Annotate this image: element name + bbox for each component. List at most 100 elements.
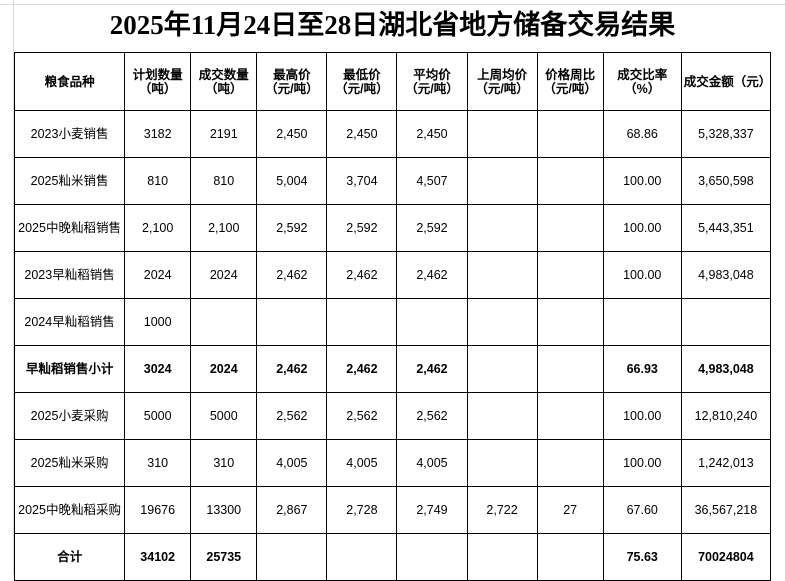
cell-lowest-price: 2,462 [326, 345, 398, 393]
cell-planned-qty: 19676 [124, 486, 192, 534]
table-header-row: 粮食品种 计划数量（吨） 成交数量（吨） 最高价（元/吨） 最低价（元/吨） 平… [13, 52, 772, 111]
column-header-highest-price: 最高价（元/吨） [256, 52, 328, 111]
cell-last-week-price: 2,722 [466, 486, 538, 534]
cell-last-week-price [466, 251, 538, 299]
cell-planned-qty: 2024 [124, 251, 192, 299]
cell-lowest-price [326, 298, 398, 346]
cell-price-change [536, 533, 604, 581]
cell-lowest-price [326, 533, 398, 581]
cell-lowest-price: 4,005 [326, 439, 398, 487]
column-header-grain-type: 粮食品种 [13, 52, 126, 111]
table-row: 2024早籼稻销售 1000 [13, 298, 772, 346]
cell-lowest-price: 2,562 [326, 392, 398, 440]
cell-last-week-price [466, 392, 538, 440]
cell-trade-ratio: 100.00 [602, 439, 682, 487]
cell-highest-price: 4,005 [256, 439, 328, 487]
cell-trade-amount: 36,567,218 [680, 486, 772, 534]
cell-trade-ratio: 100.00 [602, 251, 682, 299]
cell-trade-ratio: 100.00 [602, 392, 682, 440]
cell-lowest-price: 2,450 [326, 110, 398, 158]
cell-grain-type: 2025中晚籼稻销售 [13, 204, 126, 252]
column-header-planned-qty: 计划数量（吨） [124, 52, 192, 111]
cell-average-price: 4,507 [396, 157, 468, 205]
table-row: 2025籼米采购 310 310 4,005 4,005 4,005 100.00 1,242… [13, 439, 772, 487]
cell-traded-qty: 310 [190, 439, 258, 487]
table-row: 早籼稻销售小计 3024 2024 2,462 2,462 2,462 66.93 4,983… [13, 345, 772, 393]
table-row: 2025中晚籼稻销售 2,100 2,100 2,592 2,592 2,592 100.0… [13, 204, 772, 252]
cell-price-change: 27 [536, 486, 604, 534]
cell-price-change [536, 110, 604, 158]
cell-average-price: 2,592 [396, 204, 468, 252]
cell-average-price: 2,450 [396, 110, 468, 158]
cell-traded-qty: 2,100 [190, 204, 258, 252]
cell-average-price [396, 533, 468, 581]
cell-price-change [536, 204, 604, 252]
cell-trade-ratio: 100.00 [602, 204, 682, 252]
column-header-last-week-price: 上周均价（元/吨） [466, 52, 538, 111]
cell-price-change [536, 251, 604, 299]
cell-grain-type: 2025中晚籼稻采购 [13, 486, 126, 534]
column-header-average-price: 平均价（元/吨） [396, 52, 468, 111]
cell-trade-amount: 4,983,048 [680, 345, 772, 393]
cell-trade-ratio [602, 298, 682, 346]
cell-grain-type: 2023小麦销售 [13, 110, 126, 158]
cell-planned-qty: 3024 [124, 345, 192, 393]
table-row: 2023早籼稻销售 2024 2024 2,462 2,462 2,462 100.00 4,… [13, 251, 772, 299]
cell-trade-ratio: 100.00 [602, 157, 682, 205]
cell-planned-qty: 5000 [124, 392, 192, 440]
table-row: 2025中晚籼稻采购 19676 13300 2,867 2,728 2,749 2,722… [13, 486, 772, 534]
sheet-gridline-vertical [13, 0, 14, 575]
cell-highest-price: 2,450 [256, 110, 328, 158]
cell-traded-qty: 2024 [190, 345, 258, 393]
cell-trade-ratio: 75.63 [602, 533, 682, 581]
table-row: 2025籼米销售 810 810 5,004 3,704 4,507 100.00 3,650… [13, 157, 772, 205]
cell-grain-type: 2025籼米销售 [13, 157, 126, 205]
cell-trade-amount: 4,983,048 [680, 251, 772, 299]
cell-average-price: 4,005 [396, 439, 468, 487]
cell-highest-price: 2,562 [256, 392, 328, 440]
cell-highest-price [256, 298, 328, 346]
cell-lowest-price: 2,462 [326, 251, 398, 299]
cell-trade-ratio: 68.86 [602, 110, 682, 158]
cell-trade-ratio: 67.60 [602, 486, 682, 534]
cell-grain-type: 合计 [13, 533, 126, 581]
cell-last-week-price [466, 204, 538, 252]
cell-trade-amount [680, 298, 772, 346]
cell-highest-price: 5,004 [256, 157, 328, 205]
cell-price-change [536, 157, 604, 205]
cell-traded-qty: 2024 [190, 251, 258, 299]
trade-results-table: 粮食品种 计划数量（吨） 成交数量（吨） 最高价（元/吨） 最低价（元/吨） 平… [13, 52, 772, 581]
cell-traded-qty: 5000 [190, 392, 258, 440]
cell-grain-type: 2023早籼稻销售 [13, 251, 126, 299]
cell-average-price: 2,562 [396, 392, 468, 440]
column-header-trade-ratio: 成交比率（%） [602, 52, 682, 111]
cell-highest-price: 2,867 [256, 486, 328, 534]
cell-planned-qty: 3182 [124, 110, 192, 158]
sheet-gridline-horizontal [0, 4, 785, 5]
cell-trade-amount: 12,810,240 [680, 392, 772, 440]
cell-trade-amount: 3,650,598 [680, 157, 772, 205]
cell-lowest-price: 3,704 [326, 157, 398, 205]
cell-trade-amount: 5,328,337 [680, 110, 772, 158]
cell-planned-qty: 34102 [124, 533, 192, 581]
cell-planned-qty: 1000 [124, 298, 192, 346]
cell-highest-price: 2,462 [256, 251, 328, 299]
cell-price-change [536, 298, 604, 346]
table-row: 2023小麦销售 3182 2191 2,450 2,450 2,450 68.86 5,32… [13, 110, 772, 158]
cell-average-price: 2,749 [396, 486, 468, 534]
column-header-traded-qty: 成交数量（吨） [190, 52, 258, 111]
cell-last-week-price [466, 533, 538, 581]
cell-traded-qty: 2191 [190, 110, 258, 158]
cell-average-price [396, 298, 468, 346]
cell-grain-type: 2025籼米采购 [13, 439, 126, 487]
cell-average-price: 2,462 [396, 345, 468, 393]
column-header-trade-amount: 成交金额（元） [680, 52, 772, 111]
cell-traded-qty: 810 [190, 157, 258, 205]
cell-planned-qty: 810 [124, 157, 192, 205]
cell-highest-price [256, 533, 328, 581]
cell-highest-price: 2,592 [256, 204, 328, 252]
cell-last-week-price [466, 157, 538, 205]
cell-last-week-price [466, 345, 538, 393]
cell-trade-amount: 5,443,351 [680, 204, 772, 252]
page-title: 2025年11月24日至28日湖北省地方储备交易结果 [109, 10, 676, 40]
